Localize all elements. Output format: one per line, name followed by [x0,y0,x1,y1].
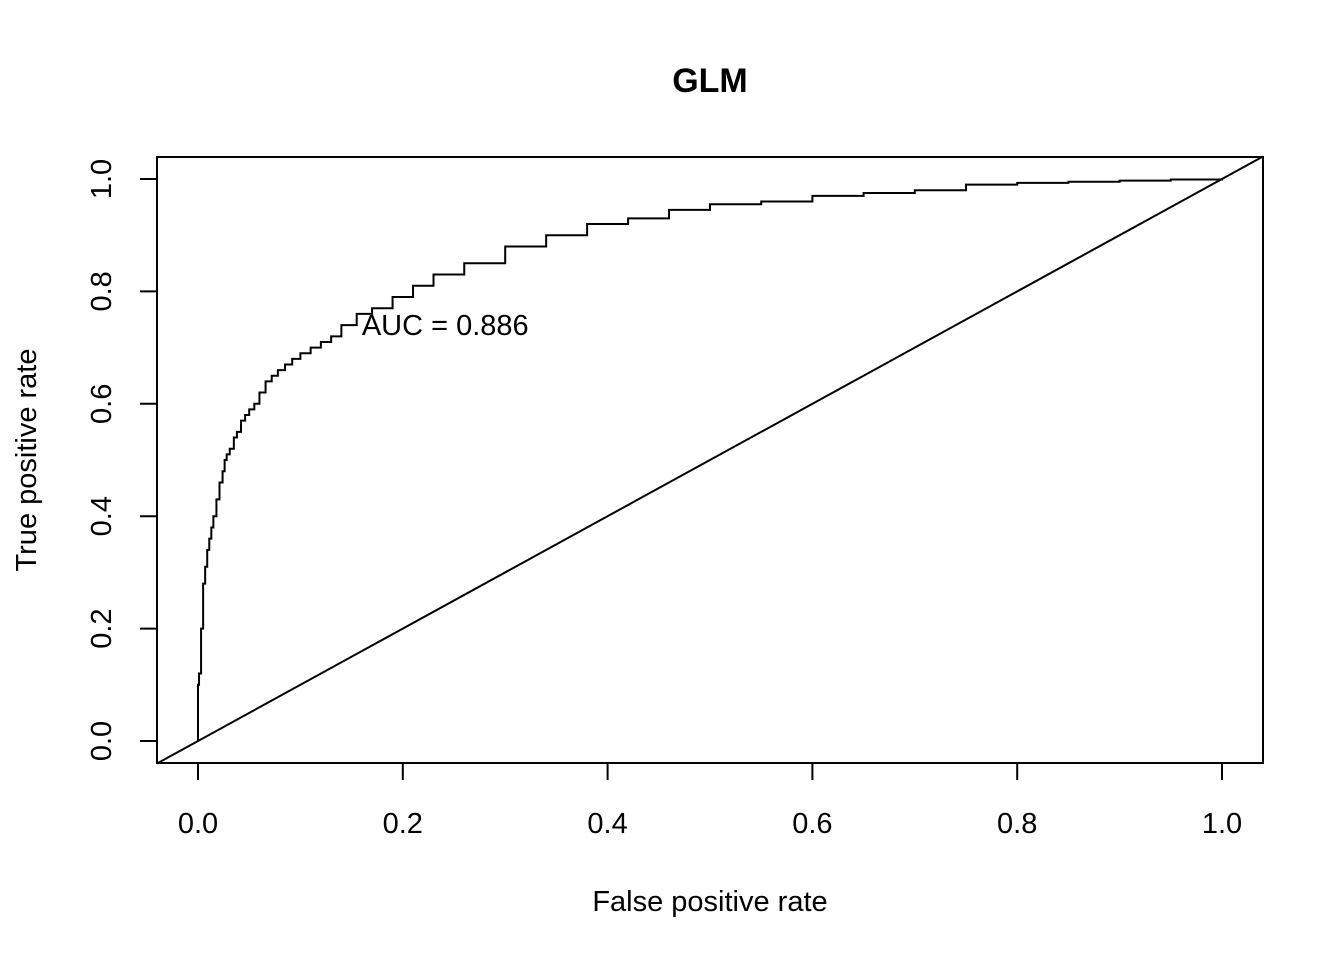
x-tick-label: 0.0 [178,808,218,840]
y-tick-label: 0.0 [86,721,118,761]
y-axis: 0.0 0.2 0.4 0.6 0.8 1.0 [86,159,158,761]
x-axis-title: False positive rate [592,886,827,918]
chart-title: GLM [672,62,748,100]
x-axis: 0.0 0.2 0.4 0.6 0.8 1.0 [178,762,1242,840]
y-tick-label: 1.0 [86,159,118,199]
series-layer [156,155,1264,765]
y-tick-label: 0.4 [86,496,118,536]
x-tick-label: 0.2 [383,808,423,840]
diagonal-reference-line [156,155,1264,765]
x-tick-label: 0.4 [587,808,627,840]
x-tick-label: 0.8 [997,808,1037,840]
auc-annotation: AUC = 0.886 [362,310,529,342]
x-tick-label: 1.0 [1202,808,1242,840]
x-tick-label: 0.6 [792,808,832,840]
roc-curve-line [197,178,1223,741]
y-tick-label: 0.8 [86,271,118,311]
y-tick-label: 0.2 [86,608,118,648]
y-axis-title: True positive rate [11,349,43,572]
y-tick-label: 0.6 [86,384,118,424]
